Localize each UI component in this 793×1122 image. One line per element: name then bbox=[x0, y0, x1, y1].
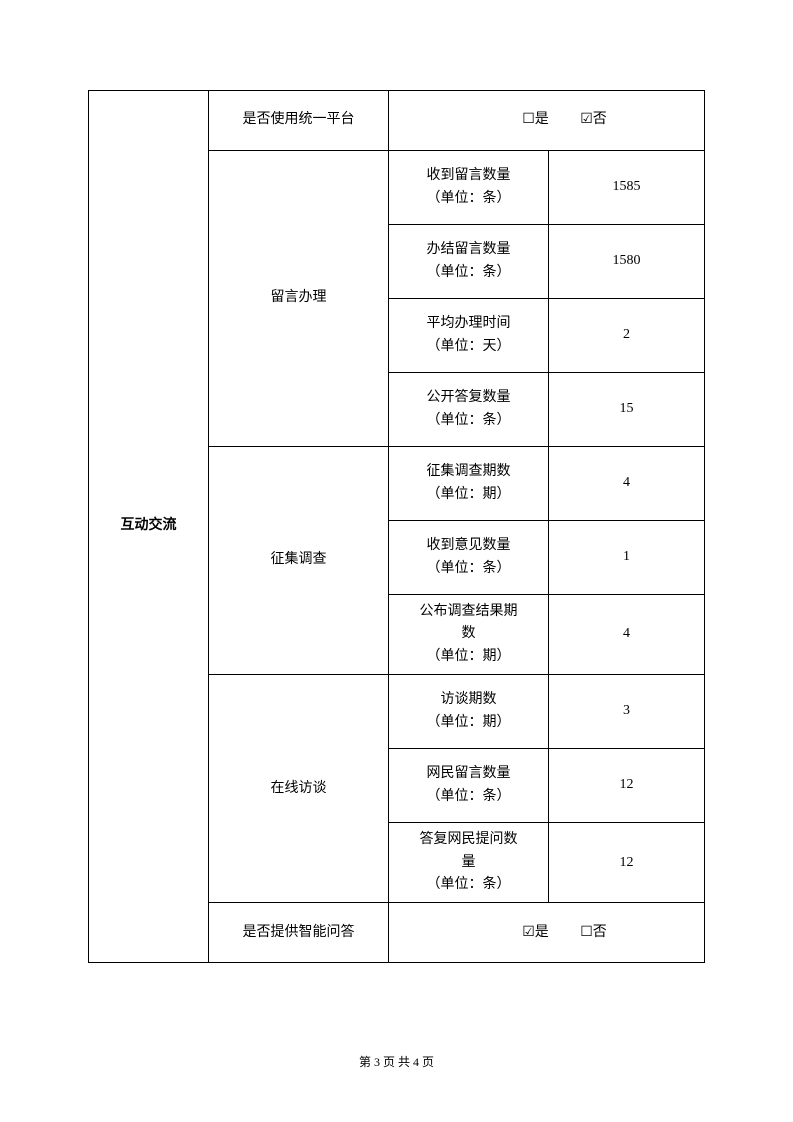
survey-value-1: 1 bbox=[549, 521, 705, 595]
platform-checkbox-cell: ☐是 ☑否 bbox=[389, 91, 705, 151]
category-cell: 互动交流 bbox=[89, 91, 209, 963]
survey-value-0: 4 bbox=[549, 447, 705, 521]
messages-value-3: 15 bbox=[549, 373, 705, 447]
interview-metric-2: 答复网民提问数量（单位：条） bbox=[389, 823, 549, 903]
interaction-table: 互动交流 是否使用统一平台 ☐是 ☑否 留言办理 收到留言数量（单位：条） 15… bbox=[88, 90, 705, 963]
interview-metric-1: 网民留言数量（单位：条） bbox=[389, 749, 549, 823]
survey-label: 征集调查 bbox=[209, 447, 389, 675]
smartqa-no: ☐否 bbox=[580, 925, 607, 940]
interview-label: 在线访谈 bbox=[209, 675, 389, 903]
smartqa-checkbox-cell: ☑是 ☐否 bbox=[389, 903, 705, 963]
messages-metric-0: 收到留言数量（单位：条） bbox=[389, 151, 549, 225]
smartqa-label: 是否提供智能问答 bbox=[209, 903, 389, 963]
interview-metric-0: 访谈期数（单位：期） bbox=[389, 675, 549, 749]
platform-yes: ☐是 bbox=[522, 112, 549, 127]
interview-value-1: 12 bbox=[549, 749, 705, 823]
platform-label: 是否使用统一平台 bbox=[209, 91, 389, 151]
survey-value-2: 4 bbox=[549, 595, 705, 675]
messages-label: 留言办理 bbox=[209, 151, 389, 447]
interview-value-2: 12 bbox=[549, 823, 705, 903]
messages-value-2: 2 bbox=[549, 299, 705, 373]
interview-value-0: 3 bbox=[549, 675, 705, 749]
page-footer: 第 3 页 共 4 页 bbox=[0, 1053, 793, 1070]
platform-no: ☑否 bbox=[580, 112, 607, 127]
messages-metric-1: 办结留言数量（单位：条） bbox=[389, 225, 549, 299]
messages-value-0: 1585 bbox=[549, 151, 705, 225]
survey-metric-0: 征集调查期数（单位：期） bbox=[389, 447, 549, 521]
messages-value-1: 1580 bbox=[549, 225, 705, 299]
survey-metric-1: 收到意见数量（单位：条） bbox=[389, 521, 549, 595]
smartqa-yes: ☑是 bbox=[522, 925, 549, 940]
survey-metric-2: 公布调查结果期数（单位：期） bbox=[389, 595, 549, 675]
messages-metric-2: 平均办理时间（单位：天） bbox=[389, 299, 549, 373]
messages-metric-3: 公开答复数量（单位：条） bbox=[389, 373, 549, 447]
